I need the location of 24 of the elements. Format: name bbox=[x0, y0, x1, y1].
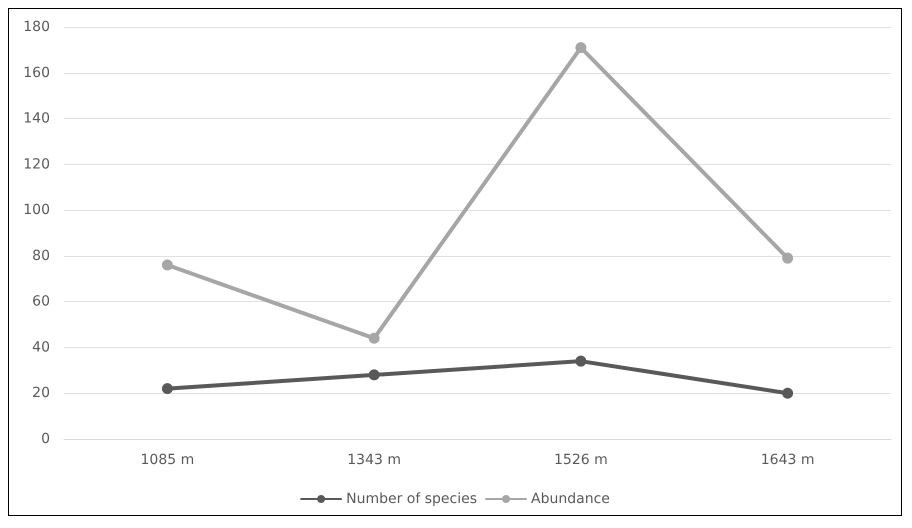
x-tick-label: 1643 m bbox=[760, 452, 814, 468]
x-tick-label: 1526 m bbox=[554, 452, 608, 468]
point bbox=[575, 356, 586, 367]
y-tick-label: 60 bbox=[32, 294, 50, 310]
y-tick-label: 180 bbox=[23, 19, 50, 35]
legend-label: Abundance bbox=[531, 491, 610, 507]
y-tick-label: 100 bbox=[23, 202, 50, 218]
point bbox=[162, 260, 173, 271]
point bbox=[782, 388, 794, 399]
y-tick-label: 80 bbox=[32, 248, 50, 264]
y-tick-label: 0 bbox=[41, 431, 50, 447]
y-tick-label: 20 bbox=[32, 385, 50, 402]
x-tick-label: 1343 m bbox=[347, 452, 401, 468]
point bbox=[162, 383, 173, 394]
y-tick-label: 120 bbox=[23, 156, 50, 172]
x-tick-label: 1085 m bbox=[140, 452, 194, 468]
point bbox=[782, 252, 794, 264]
legend-label: Number of species bbox=[346, 491, 478, 507]
point bbox=[368, 332, 380, 344]
point bbox=[368, 369, 380, 380]
point bbox=[575, 42, 586, 54]
y-tick-label: 140 bbox=[23, 110, 50, 127]
y-tick-label: 40 bbox=[32, 339, 50, 356]
y-tick-label: 160 bbox=[23, 64, 50, 81]
